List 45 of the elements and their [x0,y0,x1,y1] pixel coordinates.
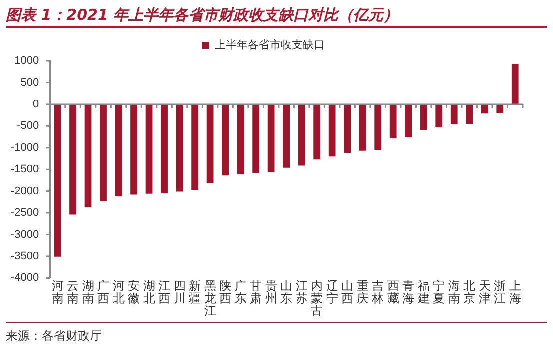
x-tick-label: 湖北 [143,278,156,306]
x-tick-label: 辽宁 [326,278,338,306]
x-tick-label: 天津 [478,278,491,306]
y-tick-label: -2500 [10,207,40,220]
x-tick-label: 浙江 [494,278,506,306]
legend-label: 上半年各省市收支缺口 [214,38,325,52]
x-tick-label: 青海 [402,278,415,306]
x-tick-label: 安徽 [128,278,140,306]
x-tick-label: 山西 [342,278,354,306]
x-tick-label: 江西 [158,278,171,306]
x-tick-label: 四川 [174,278,186,306]
y-tick-label: -4000 [10,272,40,284]
x-tick-label: 吉林 [371,278,384,306]
source-note: 来源：各省财政厅 [6,322,547,345]
x-tick-label: 北京 [464,278,476,306]
x-tick-label: 西藏 [387,278,400,306]
x-tick-label: 贵州 [265,278,278,306]
x-tick-label: 内蒙古 [311,278,324,318]
y-tick-label: 0 [33,98,40,110]
x-tick-label: 上海 [509,278,522,306]
x-tick-label: 甘肃 [250,278,262,306]
y-tick-label: -1500 [10,164,40,176]
x-tick-label: 黑龙江 [204,278,216,318]
x-tick-label: 海南 [448,278,460,306]
x-tick-label: 新疆 [189,278,202,306]
x-tick-label: 宁夏 [433,278,446,306]
x-tick-label: 陕西 [220,278,232,306]
y-tick-label: 1000 [14,55,40,68]
y-tick-label: -3000 [10,228,40,241]
y-tick-label: 500 [20,76,40,89]
x-tick-label: 河南 [52,278,64,306]
x-tick-label: 重庆 [356,278,369,306]
x-tick-label: 广西 [98,278,110,306]
y-tick-label: -1000 [10,142,40,154]
y-tick-label: -500 [17,120,40,132]
chart-title: 图表 1：2021 年上半年各省市财政收支缺口对比（亿元） [6,4,547,28]
x-tick-label: 广东 [234,278,247,306]
x-tick-label: 云南 [67,278,80,306]
y-tick-label: -3500 [10,250,40,263]
x-tick-label: 山东 [280,278,293,306]
x-tick-label: 福建 [416,278,430,306]
x-tick-label: 河北 [112,278,125,306]
x-tick-label: 湖南 [82,278,94,306]
x-tick-label: 江苏 [296,278,308,306]
y-tick-label: -2000 [10,185,40,198]
